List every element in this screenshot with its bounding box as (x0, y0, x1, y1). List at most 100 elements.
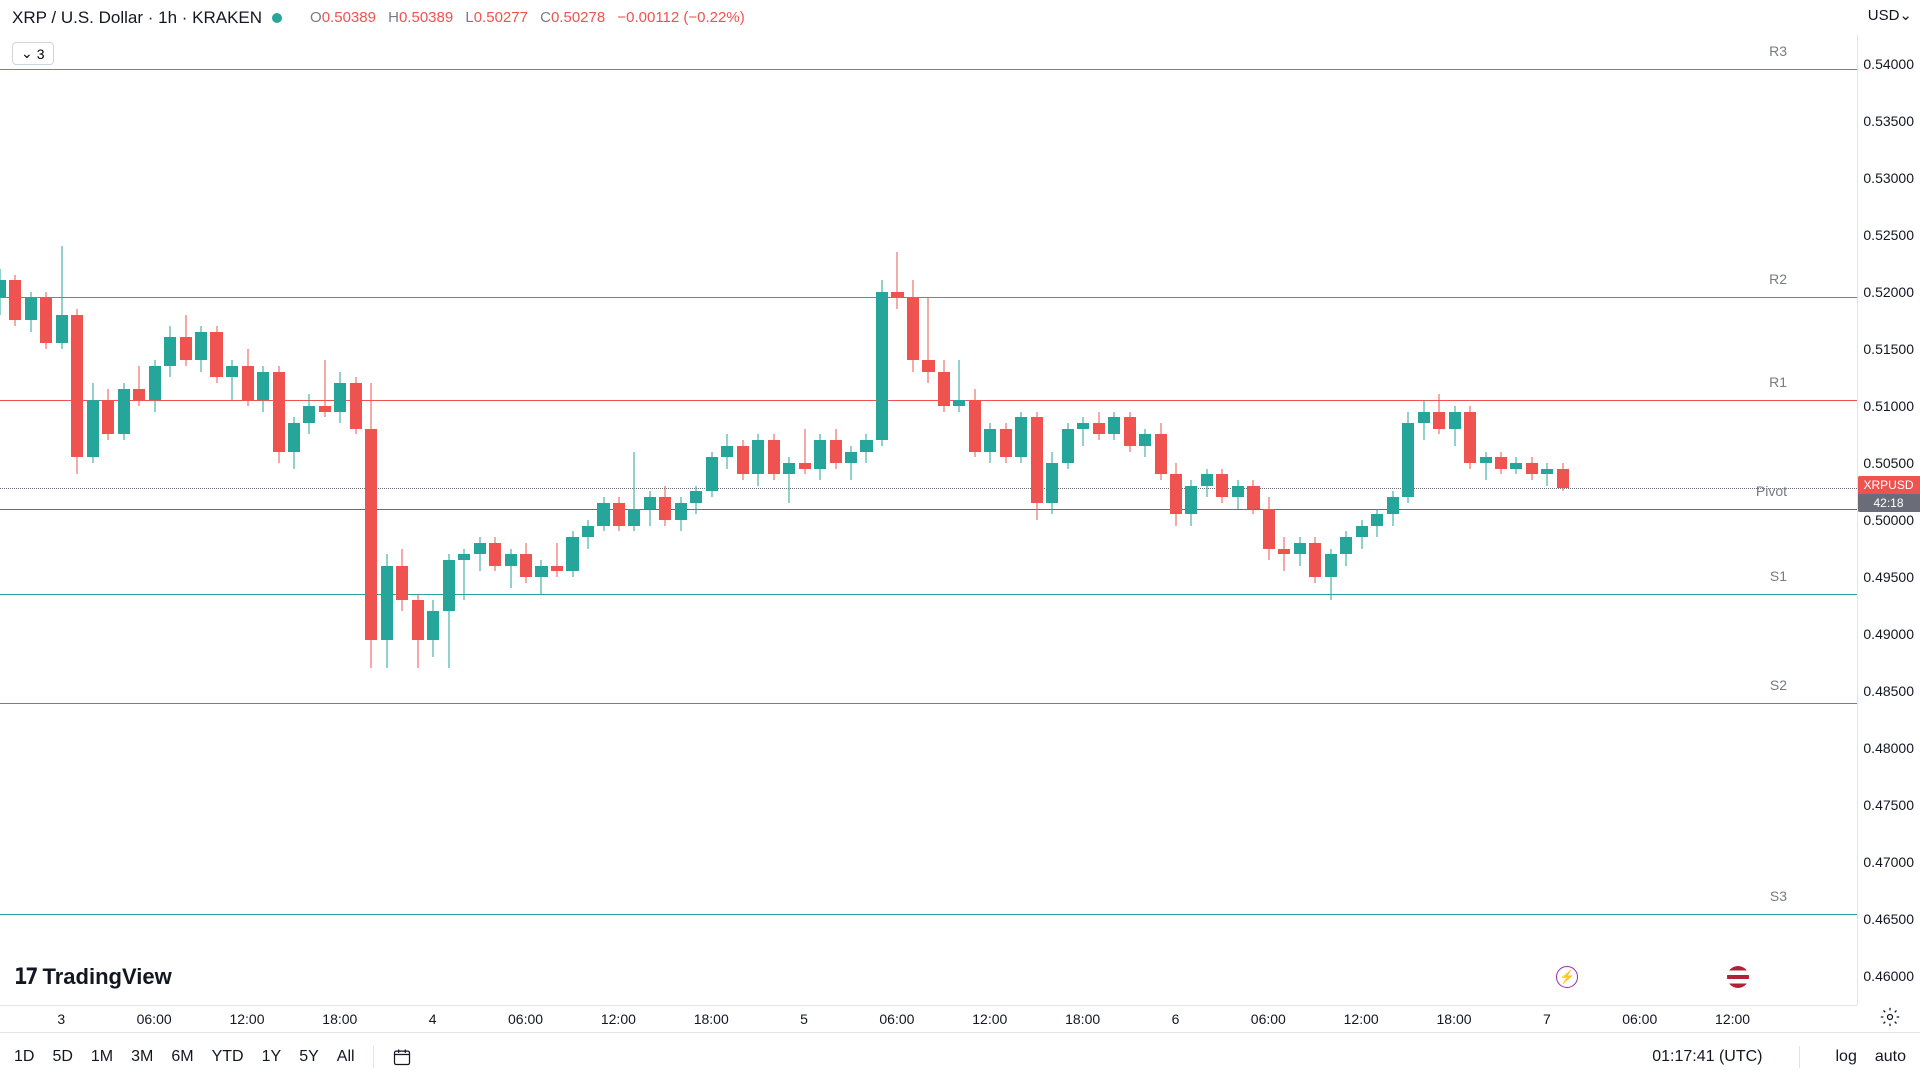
candle (1093, 412, 1105, 441)
candle (907, 280, 919, 371)
range-button-5y[interactable]: 5Y (299, 1048, 319, 1066)
candle (458, 549, 470, 600)
range-button-3m[interactable]: 3M (131, 1048, 153, 1066)
price-tick: 0.46000 (1863, 968, 1914, 984)
candle (505, 549, 517, 589)
range-button-5d[interactable]: 5D (52, 1048, 72, 1066)
pivot-label: S3 (1770, 888, 1787, 904)
clock[interactable]: 01:17:41 (UTC) (1652, 1048, 1762, 1066)
candle (288, 417, 300, 468)
candle (1170, 463, 1182, 526)
candle (830, 429, 842, 469)
symbol-title[interactable]: XRP / U.S. Dollar · 1h · KRAKEN (12, 8, 262, 28)
range-button-6m[interactable]: 6M (171, 1048, 193, 1066)
candle (628, 452, 640, 532)
range-button-1d[interactable]: 1D (14, 1048, 34, 1066)
range-button-all[interactable]: All (337, 1048, 355, 1066)
candle (799, 429, 811, 475)
time-tick: 06:00 (1622, 1011, 1657, 1027)
candle (721, 434, 733, 468)
candle (9, 275, 21, 326)
price-tick: 0.53500 (1863, 113, 1914, 129)
pivot-line (0, 914, 1857, 915)
time-tick: 06:00 (1251, 1011, 1286, 1027)
candle (1139, 429, 1151, 458)
time-tick: 12:00 (1715, 1011, 1750, 1027)
range-button-1m[interactable]: 1M (91, 1048, 113, 1066)
price-tick: 0.46500 (1863, 911, 1914, 927)
range-button-1y[interactable]: 1Y (262, 1048, 282, 1066)
candle (427, 600, 439, 657)
candle (1015, 412, 1027, 463)
candle (1387, 491, 1399, 525)
time-axis[interactable]: 306:0012:0018:00406:0012:0018:00506:0012… (0, 1005, 1857, 1032)
candle (303, 394, 315, 434)
candle (381, 554, 393, 668)
candle (1046, 452, 1058, 515)
candle (814, 434, 826, 480)
candle (675, 497, 687, 531)
candle (0, 269, 6, 315)
time-tick: 06:00 (508, 1011, 543, 1027)
candle (1402, 412, 1414, 503)
candle (149, 360, 161, 411)
price-tick: 0.51500 (1863, 341, 1914, 357)
candle (1263, 497, 1275, 560)
us-flag-icon[interactable] (1727, 966, 1749, 988)
pivot-line (0, 509, 1857, 510)
candle (1325, 549, 1337, 600)
pivot-line (0, 594, 1857, 595)
auto-scale-button[interactable]: auto (1875, 1048, 1906, 1066)
candle (1232, 480, 1244, 509)
candle (1433, 394, 1445, 434)
tradingview-logo[interactable]: 17 TradingView (14, 964, 172, 990)
candle (690, 486, 702, 515)
pivot-label: S1 (1770, 568, 1787, 584)
separator (1799, 1046, 1800, 1068)
chart-canvas[interactable]: R3R2R1PivotS1S2S3XRPUSD42:18 (0, 35, 1857, 1005)
candle (752, 434, 764, 485)
candle (365, 383, 377, 668)
price-axis[interactable]: 0.540000.535000.530000.525000.520000.515… (1857, 35, 1920, 1005)
candle (566, 531, 578, 577)
candle (1294, 537, 1306, 566)
goto-date-icon[interactable] (392, 1047, 412, 1067)
candle (984, 423, 996, 463)
separator (373, 1046, 374, 1068)
candle (860, 434, 872, 463)
candle (969, 389, 981, 457)
candle (1309, 537, 1321, 583)
candle (1247, 480, 1259, 514)
candle (195, 326, 207, 372)
candle (412, 594, 424, 668)
range-button-ytd[interactable]: YTD (212, 1048, 244, 1066)
candle (1526, 457, 1538, 480)
candle (226, 360, 238, 400)
candle (582, 520, 594, 549)
candle (659, 486, 671, 526)
price-tick: 0.52500 (1863, 227, 1914, 243)
pivot-label: R1 (1769, 374, 1787, 390)
log-scale-button[interactable]: log (1836, 1048, 1857, 1066)
price-tick: 0.52000 (1863, 284, 1914, 300)
currency-selector[interactable]: USD⌄ (1868, 6, 1912, 24)
candle (876, 280, 888, 445)
time-tick: 18:00 (694, 1011, 729, 1027)
time-tick: 3 (57, 1011, 65, 1027)
time-tick: 5 (800, 1011, 808, 1027)
time-tick: 12:00 (1344, 1011, 1379, 1027)
candle (1371, 509, 1383, 538)
candle (706, 452, 718, 498)
flash-icon[interactable]: ⚡ (1556, 966, 1578, 988)
candle (938, 360, 950, 411)
candle (443, 554, 455, 668)
time-tick: 12:00 (229, 1011, 264, 1027)
candle (1418, 400, 1430, 440)
time-tick: 7 (1543, 1011, 1551, 1027)
pivot-label: R2 (1769, 271, 1787, 287)
candle (845, 446, 857, 480)
gear-icon[interactable] (1880, 1007, 1900, 1027)
time-tick: 18:00 (1065, 1011, 1100, 1027)
candle (737, 440, 749, 480)
price-tick: 0.48000 (1863, 740, 1914, 756)
